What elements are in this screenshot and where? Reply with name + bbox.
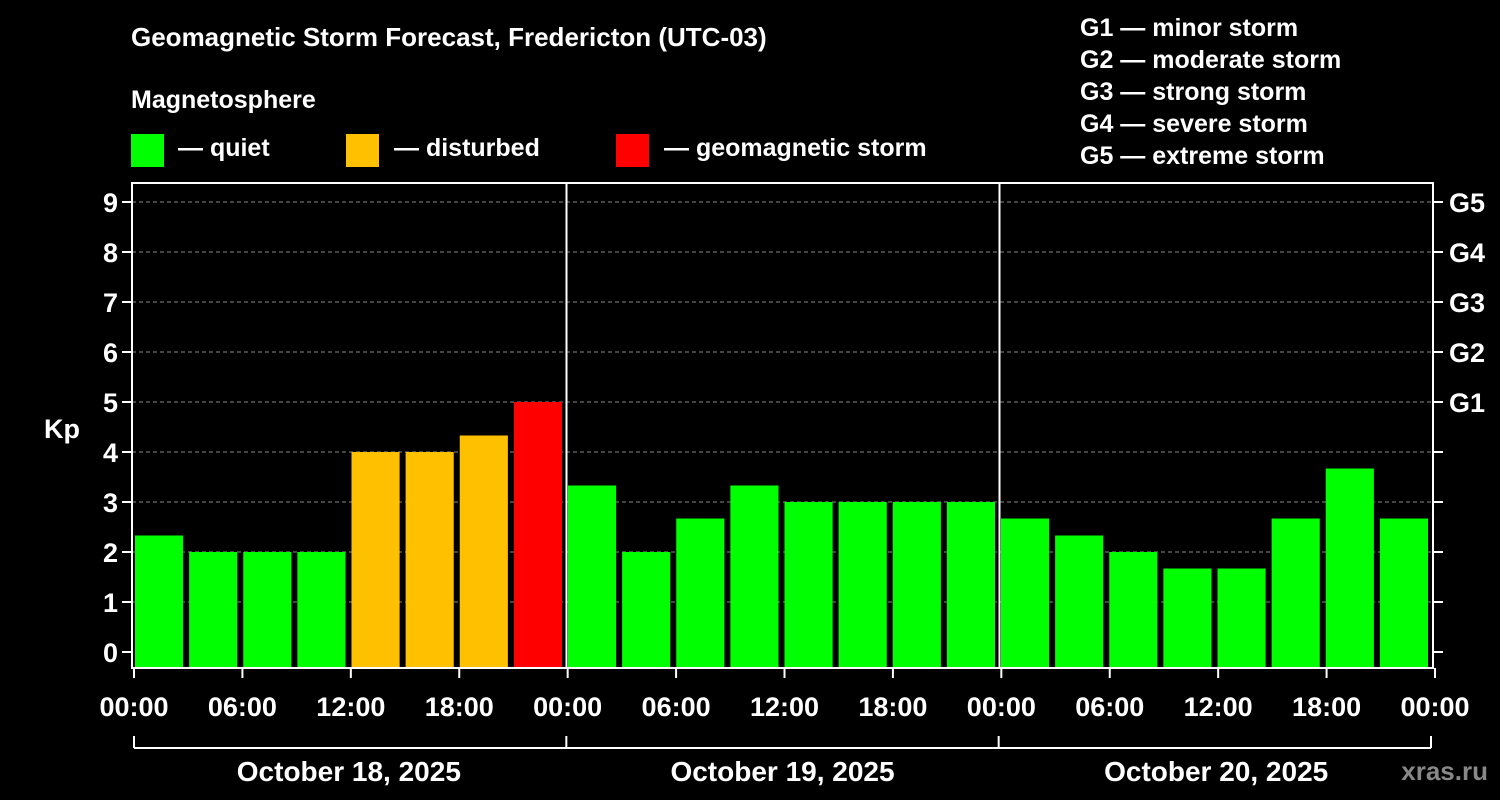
y-tick-label-1: 1 <box>103 588 118 618</box>
y-tick-label-9: 9 <box>103 188 118 218</box>
right-g-label-g1: G1 <box>1449 388 1485 418</box>
x-tick-label-11: 18:00 <box>1292 692 1361 722</box>
y-tick-label-8: 8 <box>103 238 118 268</box>
x-tick-label-8: 00:00 <box>967 692 1036 722</box>
g-level-g2: G2 — moderate storm <box>1080 46 1342 74</box>
day-label-2: October 20, 2025 <box>1104 756 1328 787</box>
g-level-g1: G1 — minor storm <box>1080 14 1299 42</box>
magnetosphere-label: Magnetosphere <box>131 86 316 114</box>
plot-frame <box>131 182 1434 669</box>
kp-bar-8 <box>568 485 617 668</box>
x-tick-label-3: 18:00 <box>425 692 494 722</box>
g-level-g4: G4 — severe storm <box>1080 110 1308 138</box>
legend-swatch-storm <box>616 134 649 167</box>
kp-bar-4 <box>351 452 400 668</box>
legend-label-storm: — geomagnetic storm <box>664 134 927 162</box>
x-tick-label-9: 06:00 <box>1075 692 1144 722</box>
x-tick-label-7: 18:00 <box>858 692 927 722</box>
x-tick-label-1: 06:00 <box>208 692 277 722</box>
kp-bar-10 <box>676 518 725 668</box>
y-tick-label-7: 7 <box>103 288 118 318</box>
kp-bar-2 <box>243 552 292 668</box>
g-level-g3: G3 — strong storm <box>1080 78 1307 106</box>
kp-bar-12 <box>784 502 833 668</box>
right-g-label-g4: G4 <box>1449 238 1485 268</box>
right-g-label-g2: G2 <box>1449 338 1485 368</box>
kp-bar-18 <box>1109 552 1158 668</box>
kp-bar-20 <box>1217 568 1266 668</box>
kp-bar-0 <box>135 535 184 668</box>
y-tick-label-2: 2 <box>103 538 118 568</box>
watermark: xras.ru <box>1401 756 1488 786</box>
x-tick-label-5: 06:00 <box>642 692 711 722</box>
x-tick-label-4: 00:00 <box>533 692 602 722</box>
kp-bar-9 <box>622 552 671 668</box>
day-label-1: October 19, 2025 <box>670 756 894 787</box>
legend-label-quiet: — quiet <box>178 134 270 162</box>
legend-swatch-disturbed <box>346 134 379 167</box>
kp-bar-14 <box>892 502 941 668</box>
x-tick-label-12: 00:00 <box>1400 692 1469 722</box>
right-g-label-g3: G3 <box>1449 288 1485 318</box>
y-axis-label: Kp <box>44 414 80 444</box>
day-label-0: October 18, 2025 <box>237 756 461 787</box>
kp-bar-13 <box>838 502 887 668</box>
kp-bar-7 <box>513 402 562 668</box>
kp-bar-11 <box>730 485 779 668</box>
kp-bar-15 <box>946 502 995 668</box>
legend-swatch-quiet <box>131 134 164 167</box>
y-tick-label-5: 5 <box>103 388 118 418</box>
kp-bar-5 <box>405 452 454 668</box>
y-tick-label-3: 3 <box>103 488 118 518</box>
kp-bar-22 <box>1325 468 1374 668</box>
kp-bar-21 <box>1271 518 1320 668</box>
kp-bar-19 <box>1163 568 1212 668</box>
chart-title: Geomagnetic Storm Forecast, Fredericton … <box>131 22 767 52</box>
kp-bar-3 <box>297 552 346 668</box>
legend-label-disturbed: — disturbed <box>394 134 540 162</box>
right-g-label-g5: G5 <box>1449 188 1485 218</box>
y-tick-label-6: 6 <box>103 338 118 368</box>
x-tick-label-10: 12:00 <box>1184 692 1253 722</box>
kp-bar-17 <box>1055 535 1104 668</box>
kp-bar-6 <box>459 435 508 668</box>
g-level-g5: G5 — extreme storm <box>1080 142 1325 170</box>
kp-bar-1 <box>189 552 238 668</box>
x-tick-label-6: 12:00 <box>750 692 819 722</box>
y-tick-label-4: 4 <box>103 438 118 468</box>
x-tick-label-2: 12:00 <box>316 692 385 722</box>
kp-bar-23 <box>1379 518 1428 668</box>
kp-bar-16 <box>1001 518 1050 668</box>
x-tick-label-0: 00:00 <box>99 692 168 722</box>
y-tick-label-0: 0 <box>103 638 118 668</box>
